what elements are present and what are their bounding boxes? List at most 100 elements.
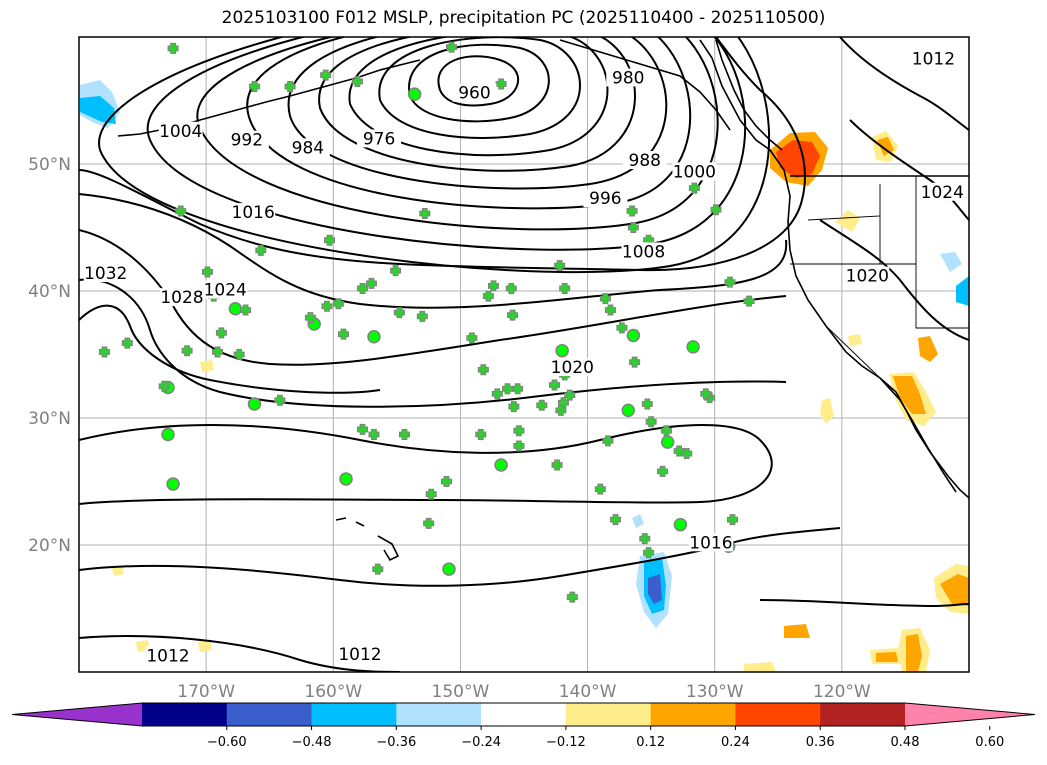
colorbar-swatch xyxy=(481,703,567,726)
station-circle-marker xyxy=(228,302,243,316)
alaska-coast xyxy=(559,39,731,131)
precip-anomaly-positive xyxy=(784,624,810,638)
longitude-tick-label: 130°W xyxy=(686,682,744,702)
precip-anomaly-negative xyxy=(940,252,962,272)
station-plus-marker xyxy=(512,383,524,395)
station-plus-marker xyxy=(121,337,133,349)
station-plus-marker xyxy=(551,459,563,471)
station-plus-marker xyxy=(320,69,332,81)
colorbar-tick-label: 0.12 xyxy=(636,735,665,750)
station-plus-marker xyxy=(332,298,344,310)
station-circle-marker xyxy=(247,397,262,411)
station-plus-marker xyxy=(688,182,700,194)
station-plus-marker xyxy=(357,282,369,294)
precip-anomaly-negative xyxy=(632,514,644,528)
isobar-label-background xyxy=(337,645,382,664)
longitude-tick-label: 120°W xyxy=(813,682,871,702)
isobar-label-background xyxy=(146,646,190,665)
station-circle-marker xyxy=(673,517,688,532)
isobar xyxy=(146,37,746,251)
station-plus-marker xyxy=(416,310,428,322)
longitude-tick-label: 160°W xyxy=(304,682,362,702)
isobar xyxy=(849,119,969,221)
isobar-label: 1012 xyxy=(338,645,381,665)
station-plus-marker xyxy=(627,222,639,233)
colorbar-tick-label: 0.24 xyxy=(721,735,750,750)
station-plus-marker xyxy=(508,401,520,413)
station-plus-marker xyxy=(351,75,363,87)
station-circle-marker xyxy=(660,435,675,449)
isobar-label-background xyxy=(159,288,204,307)
isobar-label: 1016 xyxy=(232,203,275,223)
isobar-label-background xyxy=(158,121,203,140)
station-plus-marker xyxy=(233,349,245,360)
colorbar-tick-label: −0.24 xyxy=(461,735,501,750)
isobar xyxy=(378,37,581,139)
isobar-label-background xyxy=(583,189,628,208)
isobar-label: 1004 xyxy=(159,122,202,142)
precip-anomaly-negative xyxy=(956,276,969,306)
colorbar-swatch xyxy=(735,703,821,726)
station-plus-marker xyxy=(549,379,561,391)
colorbar-tick-label: 0.48 xyxy=(891,735,920,750)
station-plus-marker xyxy=(337,328,349,340)
isobar-label: 1020 xyxy=(551,358,594,378)
station-circle-marker xyxy=(494,458,508,472)
station-circle-marker xyxy=(686,340,700,354)
precip-anomaly-positive xyxy=(940,574,969,606)
station-plus-marker xyxy=(554,260,566,272)
station-plus-marker xyxy=(393,307,405,319)
colorbar: −0.60 −0.48 −0.36 −0.24 −0.12 0.12 0.24 0.36 0.4… xyxy=(11,702,1036,750)
isobar-label-background xyxy=(672,162,717,181)
station-plus-marker xyxy=(365,277,377,289)
station-plus-marker xyxy=(487,280,499,292)
station-plus-marker xyxy=(419,208,431,220)
precip-anomaly-positive xyxy=(200,360,214,372)
station-plus-marker xyxy=(398,429,410,441)
isobar-labels: 9609769849921004988996100010081016102410… xyxy=(83,49,965,666)
station-plus-marker xyxy=(440,476,452,487)
isobar-label: 984 xyxy=(292,138,324,158)
isobar-label: 980 xyxy=(612,68,644,88)
precipitation-shading xyxy=(80,80,969,672)
isobar-label: 996 xyxy=(589,189,621,209)
isobar-label-background xyxy=(621,242,666,261)
isobar-label-background xyxy=(452,83,497,102)
isobar-label-background xyxy=(622,151,667,169)
colorbar-swatch xyxy=(650,703,736,726)
precip-anomaly-positive xyxy=(876,652,898,662)
station-circle-marker xyxy=(166,477,180,491)
isobar-label: 976 xyxy=(363,129,395,149)
precip-anomaly-positive xyxy=(893,376,926,414)
station-plus-marker xyxy=(727,514,739,526)
station-plus-marker xyxy=(181,345,193,357)
station-plus-marker xyxy=(604,304,616,316)
isobar-label-background xyxy=(285,138,330,157)
station-plus-marker xyxy=(681,448,693,460)
colorbar-swatch xyxy=(226,703,313,726)
station-plus-marker xyxy=(425,488,437,500)
isobar xyxy=(79,37,806,272)
colorbar-swatch xyxy=(396,703,482,726)
station-plus-marker xyxy=(201,266,213,278)
station-plus-marker xyxy=(657,465,669,477)
isobar-label: 1008 xyxy=(622,242,665,262)
latitude-tick-label: 40°N xyxy=(28,282,71,302)
precip-anomaly-positive xyxy=(198,640,212,652)
isobar-label: 1024 xyxy=(204,281,247,301)
station-plus-marker xyxy=(610,514,622,526)
station-plus-marker xyxy=(660,425,672,437)
longitude-tick-labels: 170°W 160°W 150°W 140°W 130°W 120°W xyxy=(177,682,871,702)
station-plus-marker xyxy=(423,517,435,529)
station-plus-marker xyxy=(175,205,187,217)
longitude-tick-label: 170°W xyxy=(177,682,235,702)
station-plus-marker xyxy=(559,282,571,294)
isobar-label-background xyxy=(231,203,276,222)
station-plus-marker xyxy=(626,205,638,217)
precip-anomaly-positive xyxy=(776,140,820,178)
isobar-label: 1012 xyxy=(912,49,955,69)
station-circle-marker xyxy=(339,472,353,486)
station-plus-marker xyxy=(700,388,712,400)
precip-anomaly-positive xyxy=(112,566,124,576)
